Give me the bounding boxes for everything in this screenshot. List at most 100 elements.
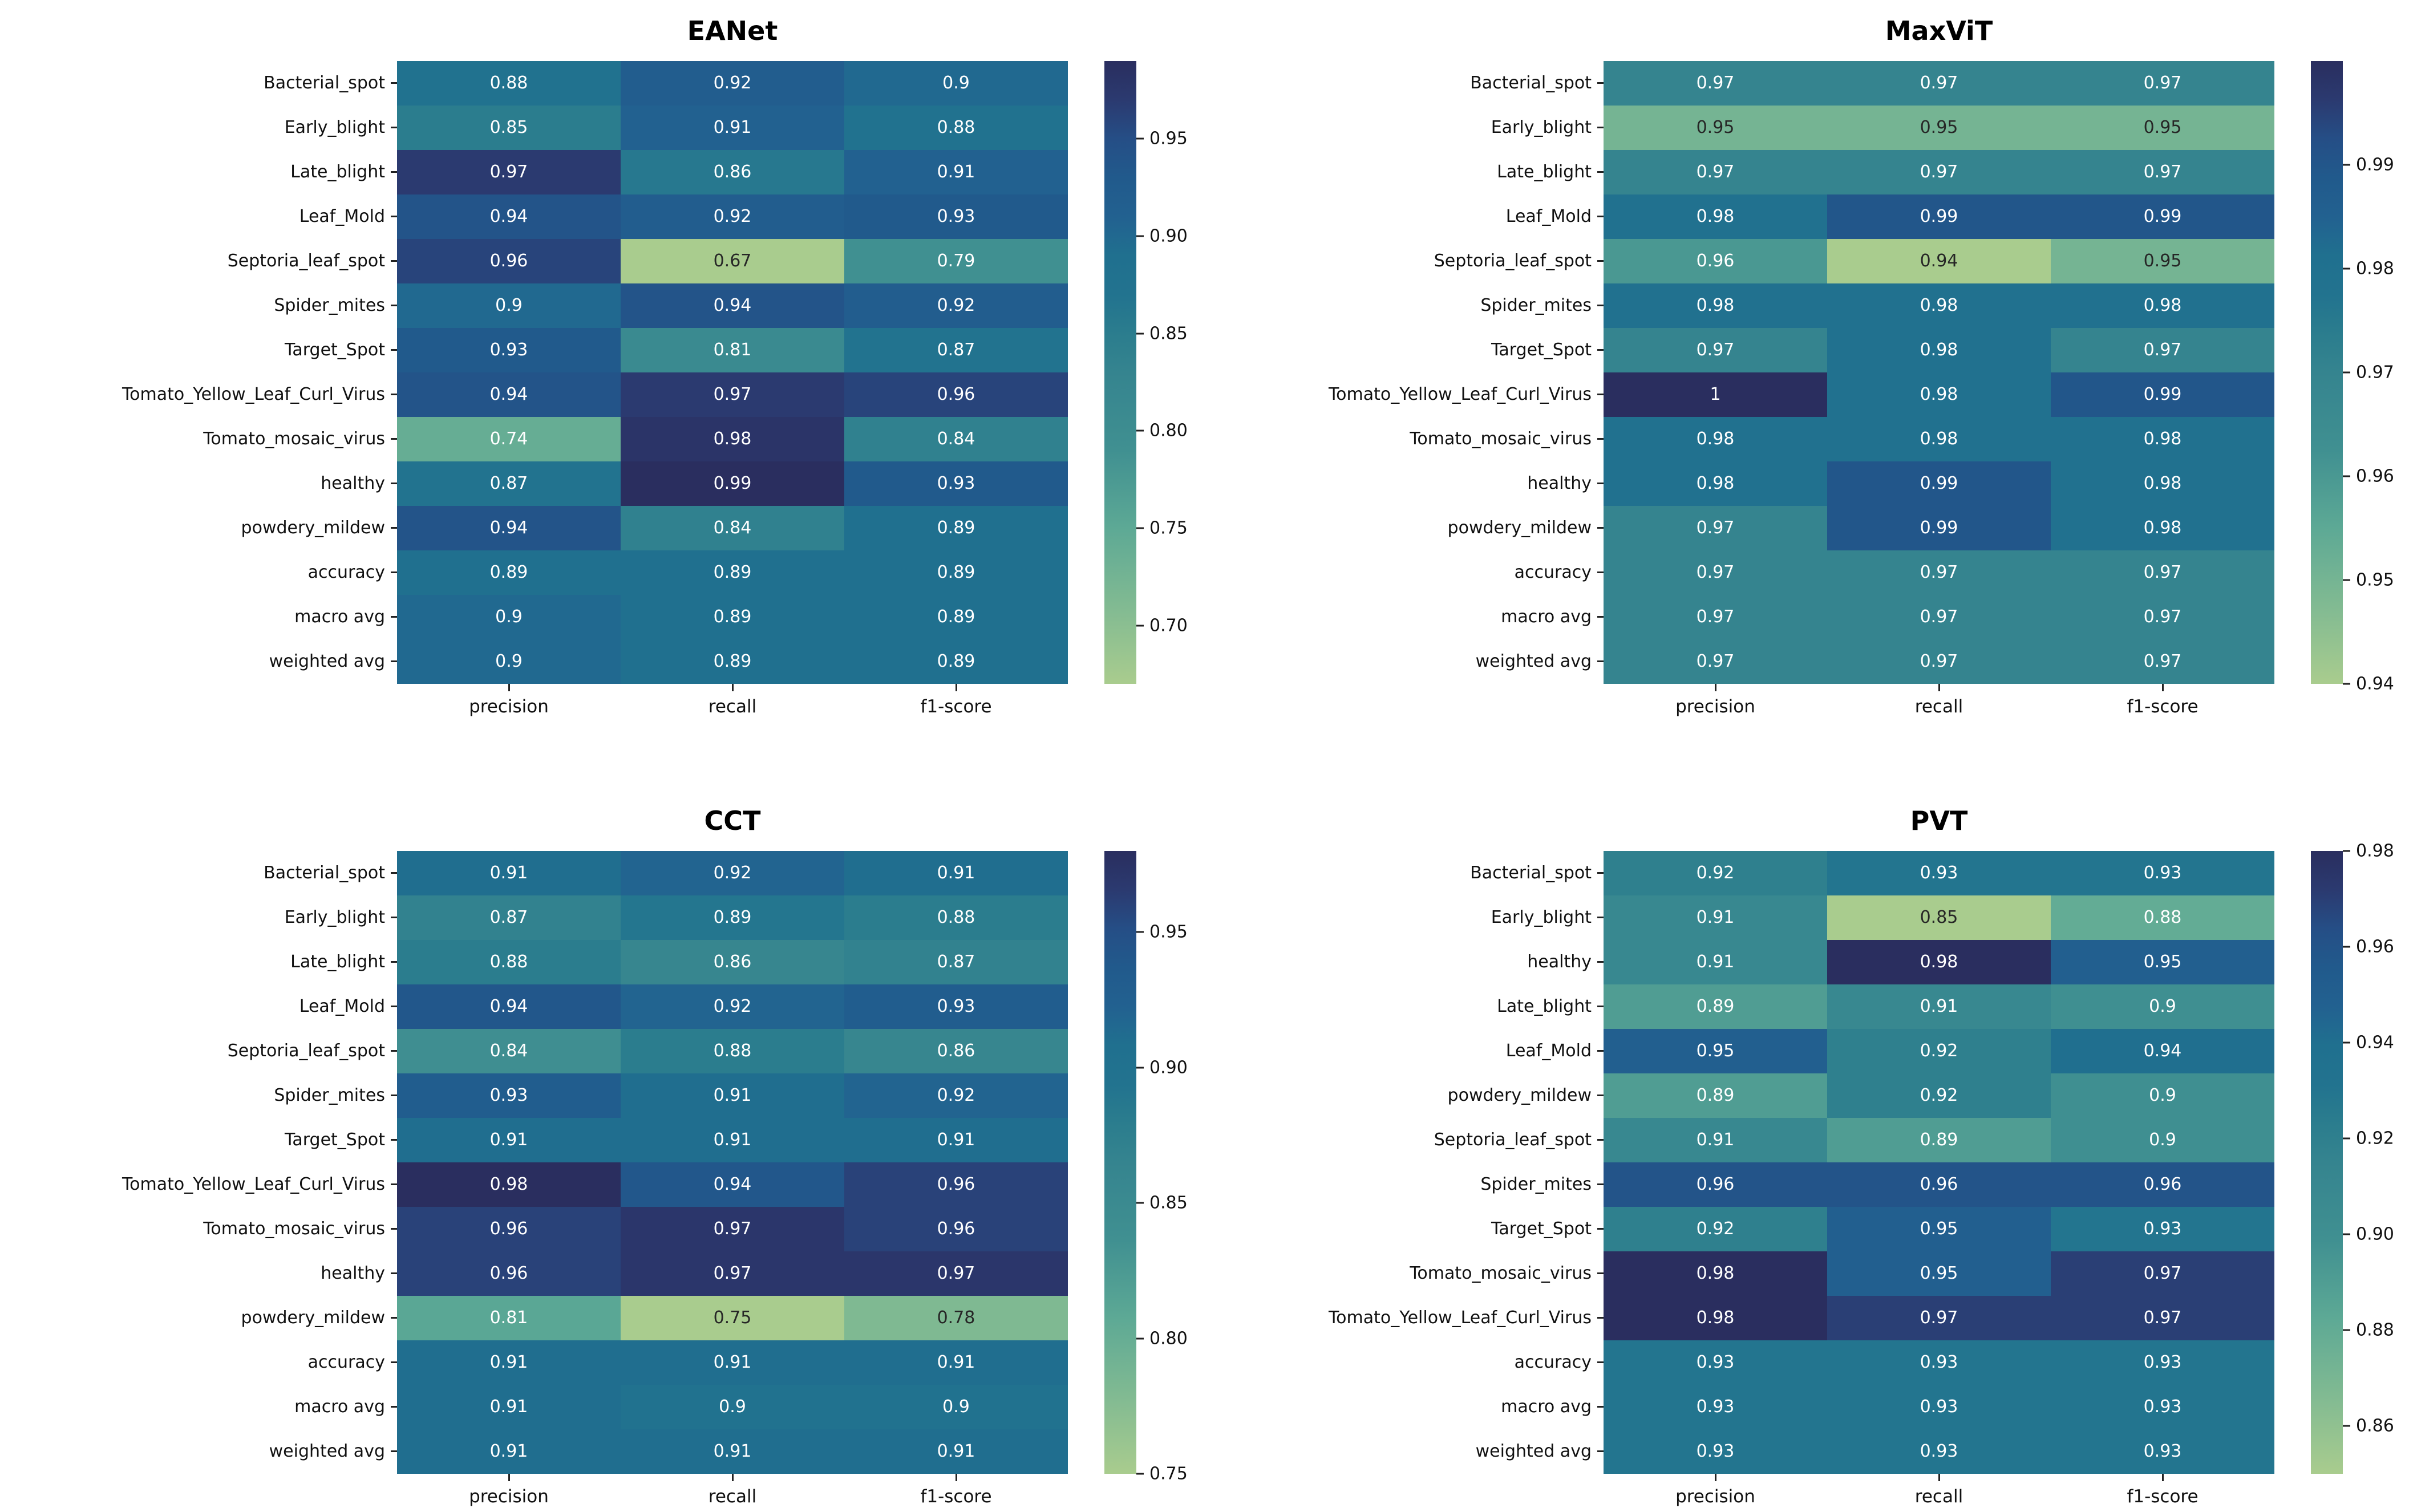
heatmap-cell: 0.93 bbox=[2051, 850, 2274, 895]
y-tick-mark bbox=[391, 1272, 397, 1275]
row-label: Tomato_Yellow_Leaf_Curl_Virus bbox=[1233, 372, 1604, 417]
row-label: healthy bbox=[1233, 940, 1604, 984]
heatmap-cell: 0.93 bbox=[1604, 1429, 1827, 1474]
colorbar-tick: 0.95 bbox=[1136, 129, 1188, 149]
heatmap-cell: 0.99 bbox=[1827, 461, 2051, 506]
colorbar-tick-mark bbox=[1136, 333, 1144, 335]
heatmap-cell: 0.95 bbox=[2051, 238, 2274, 283]
heatmap-cell: 0.97 bbox=[2051, 1295, 2274, 1340]
colorbar-tick-label: 0.90 bbox=[2356, 1224, 2394, 1245]
y-tick-mark bbox=[1597, 216, 1604, 218]
colorbar-tick-label: 0.75 bbox=[1149, 1464, 1188, 1484]
heatmap-grid: Bacterial_spot 0.92 0.93 0.93 Early_blight 0.… bbox=[1233, 850, 2274, 1512]
row-label: weighted avg bbox=[1233, 639, 1604, 684]
y-tick-mark bbox=[391, 82, 397, 84]
row-label: powdery_mildew bbox=[26, 506, 397, 550]
y-tick-mark bbox=[391, 616, 397, 618]
heatmap-grid: Bacterial_spot 0.88 0.92 0.9 Early_blight 0.8… bbox=[26, 60, 1068, 724]
colorbar: 0.99 0.98 0.97 0.96 0.95 0.94 bbox=[2311, 60, 2413, 694]
heatmap-cell: 1 bbox=[1604, 372, 1827, 417]
heatmap-cell: 0.98 bbox=[2051, 416, 2274, 461]
y-tick-mark bbox=[391, 127, 397, 129]
row-label: weighted avg bbox=[1233, 1429, 1604, 1474]
colorbar-tick: 0.88 bbox=[2343, 1320, 2394, 1340]
x-tick-mark bbox=[2161, 1473, 2164, 1481]
colorbar-tick-mark bbox=[2343, 1041, 2350, 1044]
heatmap-cell: 0.95 bbox=[1604, 1028, 1827, 1073]
x-tick-mark bbox=[1938, 683, 1940, 691]
y-tick-mark bbox=[391, 1361, 397, 1364]
heatmap-cell: 0.84 bbox=[621, 505, 844, 550]
heatmap-cell: 0.89 bbox=[397, 550, 621, 595]
heatmap-cell: 0.89 bbox=[1604, 984, 1827, 1029]
panel-pvt: PVT Bacterial_spot 0.92 0.93 0.93 Early_blig… bbox=[1206, 756, 2413, 1512]
heatmap-cct: Bacterial_spot 0.91 0.92 0.91 Early_blight 0.… bbox=[26, 850, 1206, 1512]
heatmap-cell: 0.92 bbox=[1827, 1073, 2051, 1118]
colorbar-tick-label: 0.98 bbox=[2356, 258, 2394, 279]
y-tick-mark bbox=[391, 1228, 397, 1230]
row-label: Early_blight bbox=[1233, 895, 1604, 940]
heatmap-cell: 0.91 bbox=[844, 1429, 1068, 1474]
row-label: powdery_mildew bbox=[26, 1296, 397, 1340]
x-tick-cell bbox=[2051, 1473, 2274, 1484]
heatmap-cell: 0.87 bbox=[397, 461, 621, 506]
y-tick-mark bbox=[391, 1006, 397, 1008]
row-label: Tomato_Yellow_Leaf_Curl_Virus bbox=[26, 1162, 397, 1207]
x-tick-cell bbox=[1604, 1473, 1827, 1484]
heatmap-cell: 0.97 bbox=[2051, 327, 2274, 372]
column-label: f1-score bbox=[2127, 696, 2199, 717]
y-tick-mark bbox=[391, 260, 397, 262]
y-tick-mark bbox=[1597, 171, 1604, 173]
column-label: f1-score bbox=[920, 696, 992, 717]
x-tick-cell bbox=[397, 683, 621, 694]
row-label: Bacterial_spot bbox=[26, 851, 397, 895]
colorbar-tick-mark bbox=[2343, 1425, 2350, 1427]
row-label: Target_Spot bbox=[26, 328, 397, 372]
y-tick-mark bbox=[391, 483, 397, 485]
panel-title-eanet: EANet bbox=[687, 15, 778, 46]
heatmap-cell: 0.97 bbox=[1827, 149, 2051, 194]
colorbar-tick: 0.75 bbox=[1136, 1464, 1188, 1483]
heatmap-cell: 0.98 bbox=[1604, 194, 1827, 239]
y-tick-mark bbox=[1597, 660, 1604, 663]
heatmap-cell: 0.91 bbox=[1827, 984, 2051, 1029]
row-label: Spider_mites bbox=[26, 1073, 397, 1118]
column-label: recall bbox=[1914, 696, 1963, 717]
colorbar-tick: 0.86 bbox=[2343, 1416, 2394, 1436]
row-label: macro avg bbox=[1233, 595, 1604, 639]
heatmap-cell: 0.9 bbox=[397, 639, 621, 684]
heatmap-cell: 0.93 bbox=[2051, 1429, 2274, 1474]
colorbar-tick: 0.90 bbox=[1136, 1057, 1188, 1077]
heatmap-cell: 0.91 bbox=[621, 1073, 844, 1118]
heatmap-cell: 0.86 bbox=[844, 1028, 1068, 1073]
y-tick-mark bbox=[391, 660, 397, 663]
x-tick-cell bbox=[2051, 683, 2274, 694]
colorbar-tick-mark bbox=[1136, 527, 1144, 529]
heatmap-cell: 0.92 bbox=[621, 194, 844, 239]
column-label: precision bbox=[469, 696, 549, 717]
y-tick-mark bbox=[391, 349, 397, 351]
heatmap-cell: 0.97 bbox=[621, 372, 844, 417]
row-label: Leaf_Mold bbox=[1233, 194, 1604, 239]
heatmap-cell: 0.91 bbox=[397, 850, 621, 895]
y-tick-mark bbox=[391, 1317, 397, 1319]
colorbar-tick-label: 0.95 bbox=[1149, 922, 1188, 942]
colorbar-tick-label: 0.90 bbox=[1149, 1057, 1188, 1078]
colorbar-tick: 0.95 bbox=[2343, 570, 2394, 590]
heatmap-cell: 0.97 bbox=[2051, 639, 2274, 684]
colorbar-tick-label: 0.80 bbox=[1149, 420, 1188, 441]
heatmap-cell: 0.9 bbox=[2051, 1117, 2274, 1162]
y-tick-mark bbox=[391, 961, 397, 963]
heatmap-cell: 0.87 bbox=[397, 895, 621, 940]
colorbar-tick-label: 0.99 bbox=[2356, 155, 2394, 175]
colorbar-tick-label: 0.90 bbox=[1149, 226, 1188, 246]
y-tick-mark bbox=[391, 171, 397, 173]
heatmap-cell: 0.91 bbox=[397, 1340, 621, 1385]
heatmap-cell: 0.67 bbox=[621, 238, 844, 283]
row-label: Leaf_Mold bbox=[26, 194, 397, 239]
panel-eanet: EANet Bacterial_spot 0.88 0.92 0.9 Early_bli… bbox=[0, 0, 1206, 756]
x-tick-cell bbox=[1827, 1473, 2051, 1484]
heatmap-cell: 0.95 bbox=[1604, 105, 1827, 150]
colorbar-tick: 0.80 bbox=[1136, 1328, 1188, 1348]
heatmap-cell: 0.86 bbox=[621, 149, 844, 194]
